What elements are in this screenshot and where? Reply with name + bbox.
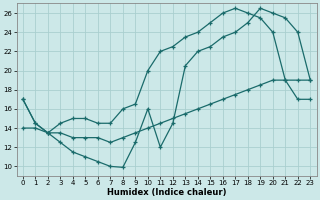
X-axis label: Humidex (Indice chaleur): Humidex (Indice chaleur) — [107, 188, 226, 197]
